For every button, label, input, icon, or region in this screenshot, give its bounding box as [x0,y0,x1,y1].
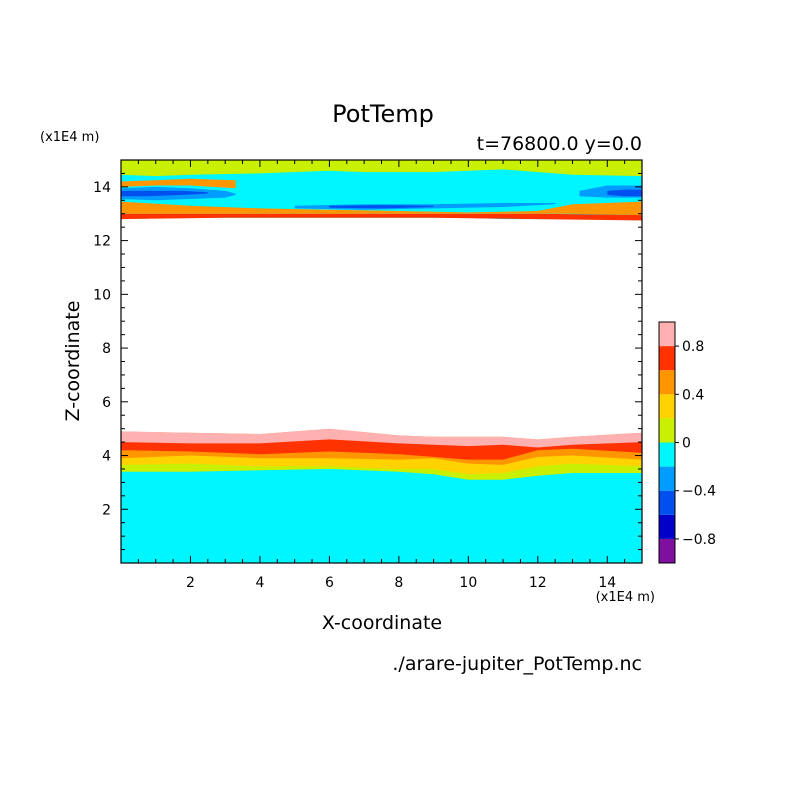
x-tick-label: 8 [394,575,403,591]
colorbar-tick-label: −0.4 [682,484,716,500]
x-tick-label: 6 [325,575,334,591]
contour-plot-area [121,160,642,563]
colorbar-swatch [659,538,675,563]
y-axis-label: Z-coordinate [62,301,84,422]
contour-band [121,428,642,448]
y-unit-label: (x1E4 m) [40,130,99,145]
colorbar-tick-label: 0.4 [682,387,704,403]
x-unit-label: (x1E4 m) [596,590,655,605]
colorbar-tick-label: 0 [682,436,691,452]
contour-band [121,217,642,440]
contour-band [121,178,236,189]
colorbar-swatch [659,394,675,419]
chart-title: PotTemp [332,100,434,128]
colorbar-tick-label: 0.8 [682,339,704,355]
y-tick-label: 14 [93,180,111,196]
y-tick-label: 6 [102,395,111,411]
plot-axes: 2 4 6 8 10 12 14 2 4 6 8 10 12 14 [93,159,643,591]
colorbar: −0.8 −0.4 0 0.4 0.8 [658,321,716,564]
colorbar-swatch [659,346,675,371]
x-tick-label: 4 [255,575,264,591]
contour-band [121,201,642,216]
contour-band [607,189,642,197]
colorbar-swatch [659,442,675,467]
x-tick-label: 10 [459,575,477,591]
colorbar-swatch [659,370,675,395]
colorbar-swatch [659,490,675,515]
y-tick-label: 12 [93,234,111,250]
y-tick-label: 2 [102,502,111,518]
colorbar-swatch [659,418,675,443]
x-axis-label: X-coordinate [322,612,442,634]
colorbar-swatch [659,466,675,491]
x-tick-label: 12 [529,575,547,591]
y-tick-label: 10 [93,287,111,303]
y-tick-label: 8 [102,341,111,357]
colorbar-swatch [659,322,675,347]
colorbar-swatch [659,514,675,539]
contour-band [121,213,642,221]
colorbar-tick-label: −0.8 [682,532,716,548]
x-tick-label: 2 [186,575,195,591]
chart-subtitle: t=76800.0 y=0.0 [477,133,642,155]
source-filename: ./arare-jupiter_PotTemp.nc [392,653,642,675]
contour-band [329,205,434,209]
contour-band [121,190,208,197]
x-tick-label: 14 [598,575,616,591]
y-tick-label: 4 [102,449,111,465]
contour-band [121,160,642,177]
